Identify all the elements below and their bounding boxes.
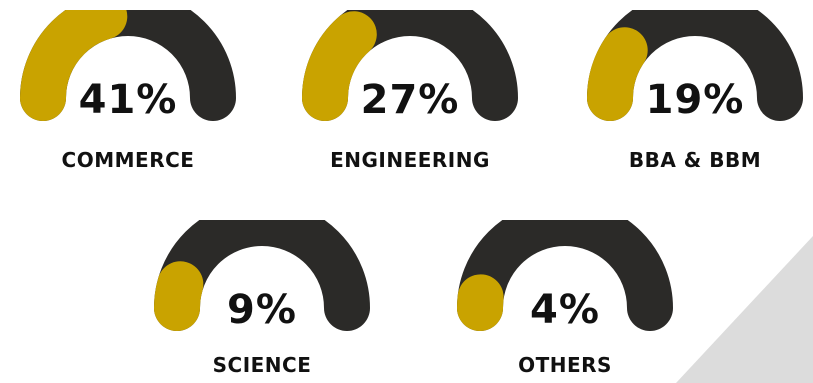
gauge-arc xyxy=(154,220,370,331)
gauge-arc xyxy=(457,220,673,331)
category-label-engineering: ENGINEERING xyxy=(330,148,490,172)
gauge-fill xyxy=(457,274,504,331)
gauge-fill xyxy=(20,10,128,121)
gauge-arc xyxy=(587,10,803,121)
gauge-arc xyxy=(20,10,236,121)
gauge-value: 9% xyxy=(227,287,297,333)
category-label-commerce: COMMERCE xyxy=(61,148,195,172)
gauge-bba-bbm: 19% xyxy=(585,10,805,125)
gauge-fill xyxy=(587,27,648,121)
gauge-science: 9% xyxy=(152,220,372,335)
gauge-commerce: 41% xyxy=(18,10,238,125)
gauge-others: 4% xyxy=(455,220,675,335)
gauge-fill xyxy=(154,261,204,331)
gauge-value: 41% xyxy=(78,77,178,123)
gauge-value: 19% xyxy=(645,77,745,123)
gauge-arc xyxy=(302,10,518,121)
gauge-engineering: 27% xyxy=(300,10,520,125)
category-label-bba-bbm: BBA & BBM xyxy=(628,148,762,172)
gauge-value: 4% xyxy=(530,287,600,333)
gauge-value: 27% xyxy=(360,77,460,123)
gauge-fill xyxy=(302,11,377,121)
category-label-science: SCIENCE xyxy=(212,353,312,377)
gauge-track xyxy=(457,220,673,331)
category-label-others: OTHERS xyxy=(518,353,612,377)
